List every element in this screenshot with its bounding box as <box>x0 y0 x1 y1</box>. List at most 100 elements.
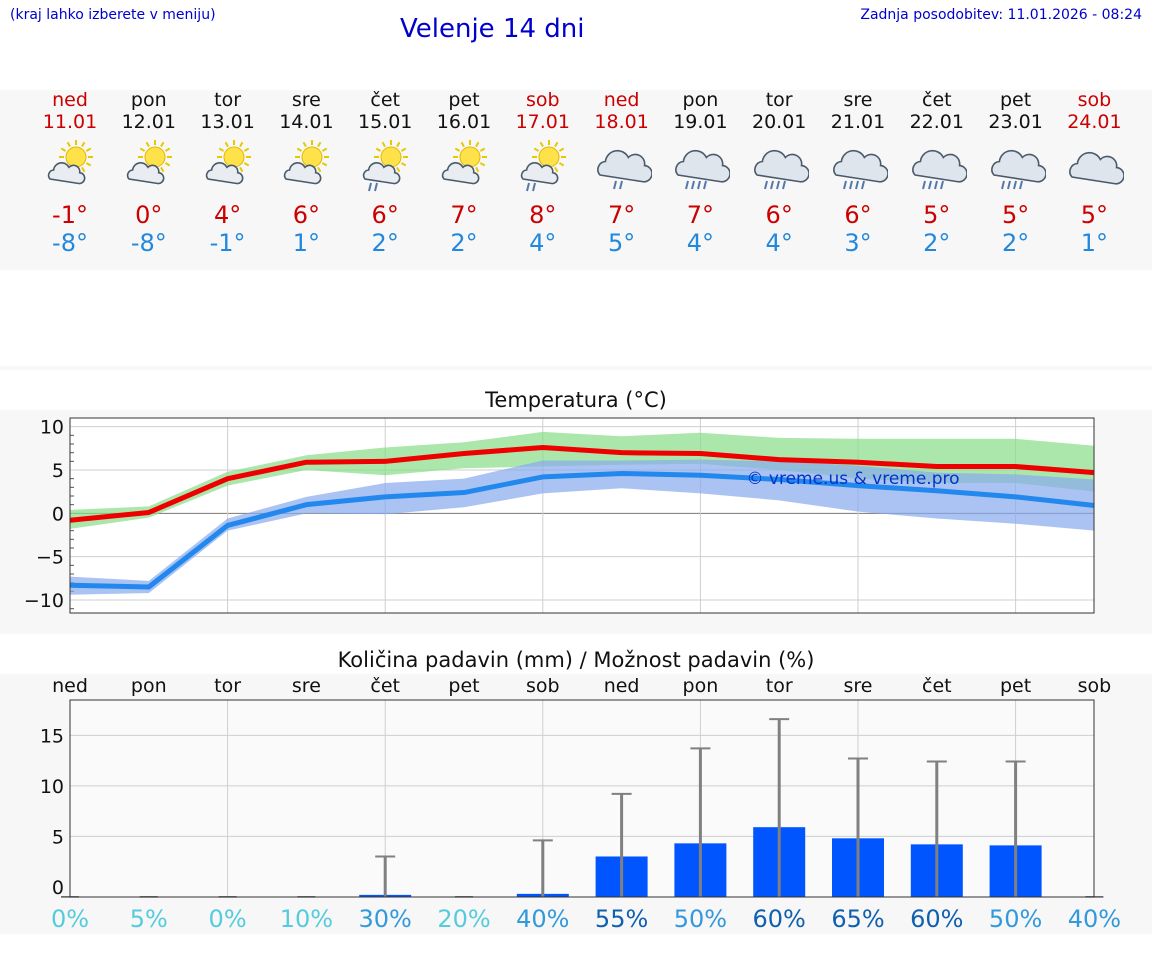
precip-probability: 30% <box>359 905 412 933</box>
plot-frame <box>69 699 1095 898</box>
day-date: 13.01 <box>200 111 255 133</box>
day-weekday: tor <box>765 89 793 111</box>
day-max-temp: 7° <box>607 201 636 229</box>
sun-cloud-icon <box>47 140 93 185</box>
day-max-temp: 0° <box>135 201 163 229</box>
precip-probability: 50% <box>674 905 727 933</box>
day-date: 15.01 <box>357 111 413 133</box>
day-column: čet 22.01 5° 2° <box>899 89 975 257</box>
day-weekday: ned <box>603 89 640 111</box>
x-tick-label: sob <box>526 675 560 697</box>
x-tick-label: tor <box>214 675 241 697</box>
day-min-temp: -1° <box>209 229 246 257</box>
sun-cloud-icon <box>126 140 172 185</box>
precip-probability: 40% <box>1068 905 1121 933</box>
day-weekday: sob <box>526 89 560 111</box>
y-tick-label: 10 <box>40 776 64 798</box>
day-min-temp: 5° <box>607 229 636 257</box>
precip-probability: 0% <box>209 905 247 933</box>
min-temp-line <box>69 470 1095 590</box>
y-tick-label: 10 <box>40 417 64 439</box>
day-column: sob 24.01 5° 1° <box>1056 89 1132 257</box>
sun-cloud-rain-icon <box>520 140 566 192</box>
day-date: 17.01 <box>515 111 570 133</box>
day-weekday: pet <box>999 89 1032 111</box>
day-min-temp: 2° <box>371 229 399 257</box>
day-min-temp: 4° <box>529 229 557 257</box>
x-tick-label: sre <box>292 675 321 697</box>
x-tick-label: pon <box>131 675 167 697</box>
day-weekday: ned <box>52 89 88 111</box>
precip-probability: 20% <box>437 905 490 933</box>
cloud-rain-icon <box>833 149 888 190</box>
y-tick-label: 0 <box>52 877 64 899</box>
day-min-temp: 3° <box>844 229 872 257</box>
day-min-temp: -8° <box>52 229 88 257</box>
x-tick-label: tor <box>766 675 793 697</box>
day-max-temp: -1° <box>52 201 88 229</box>
day-column: ned 18.01 7° 5° <box>584 89 660 257</box>
day-max-temp: 6° <box>292 201 321 229</box>
day-min-temp: 1° <box>292 229 321 257</box>
x-tick-label: čet <box>370 675 400 697</box>
day-weekday: sre <box>291 89 321 111</box>
day-date: 23.01 <box>988 111 1043 133</box>
day-date: 24.01 <box>1067 111 1122 133</box>
y-tick-label: −10 <box>24 590 64 612</box>
day-max-temp: 6° <box>371 201 399 229</box>
sun-cloud-icon <box>441 140 487 185</box>
precip-probability: 65% <box>831 905 884 933</box>
day-weekday: sob <box>1077 89 1112 111</box>
day-column: pon 19.01 7° 4° <box>662 89 738 257</box>
day-date: 22.01 <box>909 111 964 133</box>
day-date: 16.01 <box>436 111 492 133</box>
day-max-temp: 8° <box>529 201 557 229</box>
x-tick-label: ned <box>604 675 640 697</box>
cloud-rain-icon <box>990 149 1046 190</box>
day-min-temp: -8° <box>130 229 167 257</box>
precip-probability: 40% <box>516 905 569 933</box>
watermark: © vreme.us & vreme.pro <box>746 469 959 489</box>
day-max-temp: 5° <box>1080 201 1109 229</box>
day-column: čet 15.01 6° 2° <box>347 89 423 257</box>
day-date: 20.01 <box>751 111 807 133</box>
day-column: pon 12.01 0° -8° <box>111 89 187 257</box>
cloud-rain-icon <box>911 149 967 190</box>
cloud-icon <box>1069 151 1125 185</box>
precip-probability: 10% <box>280 905 333 933</box>
day-column: sre 14.01 6° 1° <box>268 89 344 257</box>
day-column: ned 11.01 -1° -8° <box>32 89 108 257</box>
day-column: tor 13.01 4° -1° <box>190 89 266 257</box>
day-min-temp: 2° <box>450 229 478 257</box>
day-column: sob 17.01 8° 4° <box>505 89 581 257</box>
temperature-chart-title: Temperatura (°C) <box>485 388 667 412</box>
day-weekday: tor <box>214 89 242 111</box>
x-tick-label: čet <box>922 675 952 697</box>
location-menu-hint[interactable]: (kraj lahko izberete v meniju) <box>10 7 216 23</box>
day-max-temp: 5° <box>923 201 951 229</box>
day-min-temp: 2° <box>923 229 951 257</box>
cloud-rain-icon <box>754 149 810 190</box>
precip-probability: 60% <box>910 905 963 933</box>
plot-frame <box>69 417 1095 614</box>
x-tick-label: pet <box>448 675 479 697</box>
day-column: pet 23.01 5° 2° <box>978 89 1054 257</box>
day-weekday: čet <box>922 89 952 111</box>
precip-probability: 60% <box>753 905 806 933</box>
day-weekday: pet <box>448 89 480 111</box>
day-weekday: pon <box>682 89 719 111</box>
day-min-temp: 4° <box>765 229 793 257</box>
min-temp-band <box>70 459 1095 595</box>
day-min-temp: 4° <box>686 229 715 257</box>
y-tick-label: 0 <box>52 503 64 525</box>
precipitation-chart: 15 10 5 0 ned pon tor sre čet pet sob ned pon tor sre č… <box>40 675 1121 933</box>
day-max-temp: 5° <box>1001 201 1030 229</box>
day-date: 12.01 <box>121 111 176 133</box>
day-weekday: sre <box>843 89 873 111</box>
precip-probability: 55% <box>595 905 648 933</box>
day-max-temp: 6° <box>844 201 872 229</box>
sun-cloud-icon <box>284 140 330 185</box>
day-max-temp: 6° <box>765 201 793 229</box>
x-tick-label: pet <box>1000 675 1031 697</box>
y-tick-label: 15 <box>40 725 64 747</box>
